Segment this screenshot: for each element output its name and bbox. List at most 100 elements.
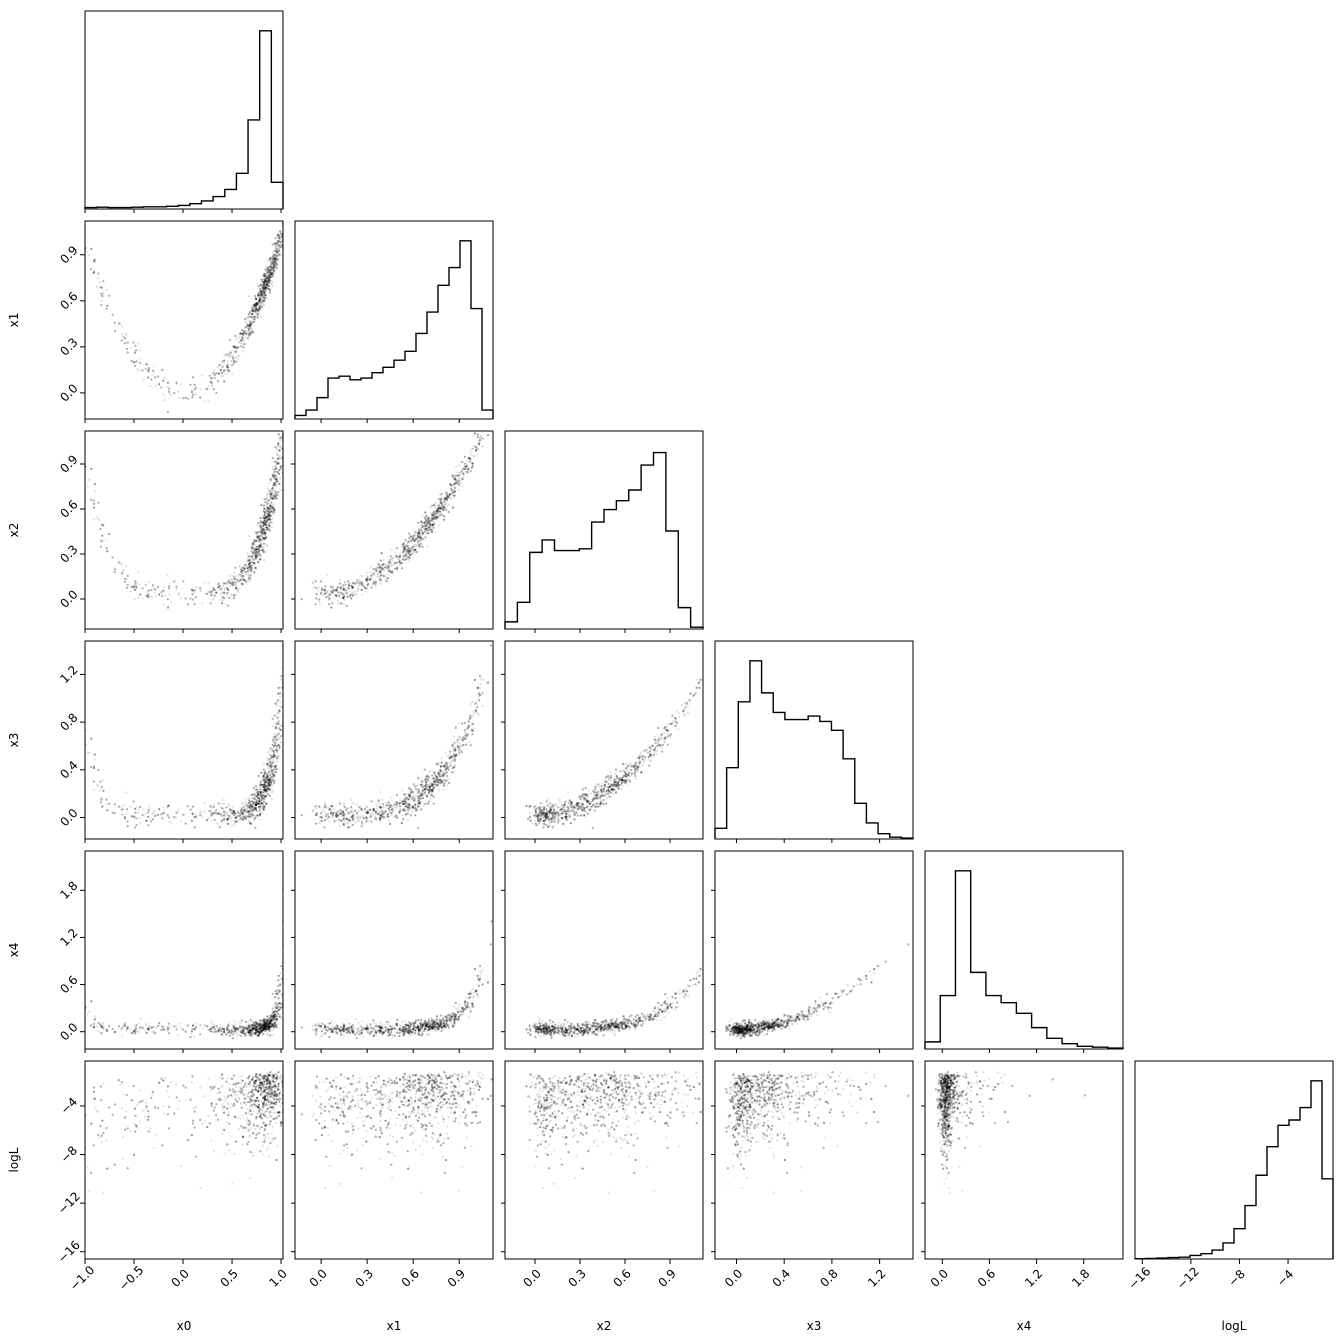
sample-point: [153, 371, 156, 374]
sample-point: [135, 585, 138, 588]
sample-point: [268, 271, 271, 274]
sample-point: [264, 294, 267, 297]
sample-point: [386, 566, 389, 570]
sample-point: [252, 541, 255, 544]
sample-point: [465, 464, 468, 468]
sample-point: [330, 606, 333, 609]
sample-point: [262, 798, 265, 801]
sample-point: [456, 480, 459, 483]
sample-point: [278, 236, 281, 240]
sample-point: [260, 504, 263, 507]
sample-point: [213, 594, 216, 597]
sample-point: [122, 336, 125, 339]
sample-point: [244, 570, 247, 573]
sample-point: [257, 285, 260, 288]
sample-point: [455, 479, 458, 482]
sample-point: [265, 280, 268, 283]
sample-point: [439, 497, 442, 501]
sample-point: [134, 582, 137, 585]
sample-point: [259, 283, 263, 286]
sample-point: [381, 563, 384, 567]
sample-point: [323, 588, 326, 591]
sample-point: [265, 517, 268, 521]
sample-point: [407, 552, 410, 556]
sample-point: [166, 381, 170, 384]
sample-point: [264, 296, 267, 300]
sample-point: [395, 555, 399, 558]
sample-point: [453, 490, 456, 493]
sample-point: [417, 533, 420, 536]
sample-point: [474, 449, 478, 452]
sample-point: [254, 556, 258, 559]
sample-point: [259, 534, 262, 537]
sample-point: [324, 585, 327, 588]
sample-point: [262, 537, 265, 540]
sample-point: [267, 266, 271, 269]
sample-point: [257, 801, 260, 804]
sample-point: [113, 321, 116, 324]
sample-point: [266, 493, 269, 496]
sample-point: [259, 295, 262, 298]
sample-point: [277, 233, 280, 236]
sample-point: [277, 462, 280, 465]
sample-point: [146, 594, 150, 598]
sample-point: [223, 354, 226, 357]
sample-point: [470, 453, 473, 456]
sample-point: [100, 540, 103, 543]
sample-point: [272, 755, 275, 758]
sample-point: [363, 586, 367, 589]
sample-point: [342, 588, 345, 591]
sample-point: [323, 592, 326, 595]
sample-point: [250, 306, 253, 309]
sample-point: [240, 332, 243, 335]
sample-point: [454, 474, 457, 477]
sample-point: [415, 550, 418, 554]
sample-point: [217, 372, 220, 375]
sample-point: [99, 545, 102, 548]
sample-point: [268, 276, 271, 279]
sample-point: [262, 286, 265, 289]
sample-point: [249, 555, 252, 558]
sample-point: [266, 501, 269, 505]
sample-point: [448, 493, 451, 496]
sample-point: [279, 230, 282, 233]
sample-point: [278, 468, 281, 471]
sample-point: [268, 287, 271, 290]
sample-point: [268, 279, 271, 282]
sample-point: [248, 806, 251, 809]
sample-point: [417, 527, 420, 531]
sample-point: [382, 574, 385, 578]
sample-point: [259, 557, 262, 561]
sample-point: [270, 526, 273, 529]
sample-point: [444, 497, 447, 500]
sample-point: [407, 540, 411, 543]
sample-point: [274, 446, 277, 449]
sample-point: [271, 274, 274, 277]
sample-point: [194, 393, 197, 396]
sample-point: [266, 268, 269, 271]
sample-point: [108, 294, 111, 297]
sample-point: [234, 351, 237, 354]
sample-point: [270, 510, 273, 513]
sample-point: [424, 511, 427, 514]
sample-point: [269, 261, 272, 264]
sample-point: [413, 534, 416, 538]
sample-point: [246, 325, 249, 328]
sample-point: [412, 549, 415, 552]
sample-point: [277, 491, 280, 494]
sample-point: [248, 566, 251, 569]
sample-point: [226, 364, 229, 367]
sample-point: [389, 559, 392, 563]
sample-point: [453, 483, 456, 486]
sample-point: [330, 606, 333, 609]
sample-point: [125, 586, 128, 589]
sample-point: [437, 507, 440, 510]
sample-point: [256, 313, 260, 316]
sample-point: [377, 563, 380, 566]
sample-point: [237, 580, 240, 583]
sample-point: [252, 561, 255, 564]
sample-point: [217, 372, 220, 375]
sample-point: [346, 587, 349, 590]
sample-point: [406, 549, 409, 552]
sample-point: [226, 592, 229, 595]
